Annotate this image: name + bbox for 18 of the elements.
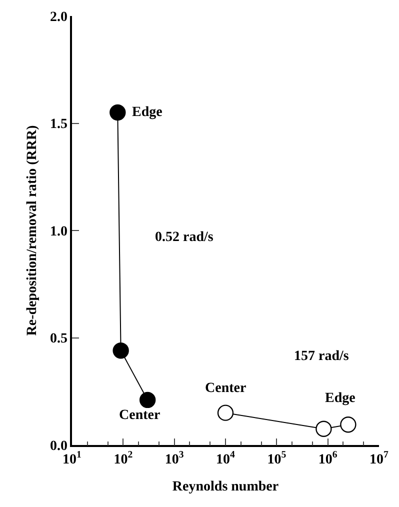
- x-axis-title: Reynolds number: [172, 479, 279, 494]
- annotation: 0.52 rad/s: [155, 230, 214, 245]
- y-tick-label: 1.5: [50, 117, 68, 132]
- x-tick-label: 10$^{2}$: [114, 450, 133, 468]
- x-tick-label: 10$^{4}$: [216, 450, 236, 468]
- x-tick-label: 10$^{5}$: [267, 450, 286, 468]
- y-tick-label: 0.5: [50, 332, 68, 347]
- y-tick-label: 2.0: [50, 10, 68, 25]
- annotation: Edge: [132, 105, 162, 120]
- y-axis-title: Re-deposition/removal ratio (RRR): [25, 124, 40, 336]
- x-tick-label: 10$^{6}$: [318, 450, 338, 468]
- x-tick-label: 10$^{7}$: [370, 450, 389, 468]
- x-tick-label: 10$^{3}$: [164, 450, 184, 468]
- annotation: 157 rad/s: [294, 349, 350, 364]
- annotation: Center: [119, 408, 160, 423]
- annotation: Center: [205, 381, 246, 396]
- y-tick-label: 1.0: [50, 224, 68, 240]
- annotation: Edge: [325, 391, 356, 406]
